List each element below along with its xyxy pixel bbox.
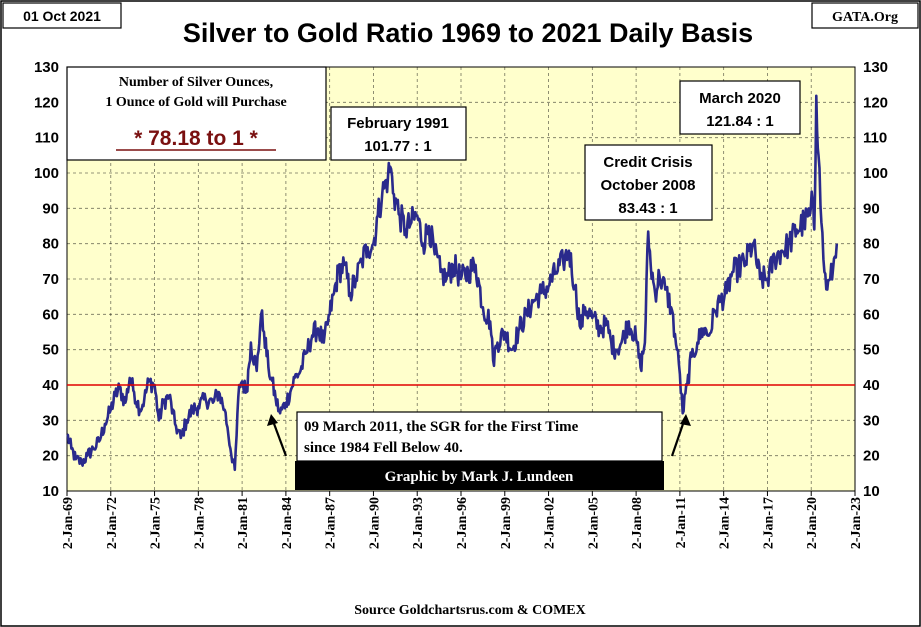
annotation-march-2011-line-1: 09 March 2011, the SGR for the First Tim… [304,419,579,435]
y-tick-label-right: 20 [863,448,880,465]
annotation-box-march-2020 [679,80,801,135]
series-line-silver-gold-ratio [66,94,839,472]
y-tick-label-left: 130 [34,59,59,76]
x-tick-label: 2-Jan-20 [805,497,820,549]
y-tick-label-right: 100 [863,165,888,182]
x-tick-label: 2-Jan-75 [149,497,164,549]
y-tick-label-right: 50 [863,342,880,359]
annotation-feb-1991-value: 101.77 : 1 [364,138,432,155]
x-tick-label: 2-Jan-72 [105,497,120,549]
chart-title: Silver to Gold Ratio 1969 to 2021 Daily … [183,18,753,48]
x-tick-label: 2-Jan-84 [280,497,295,549]
site-label: GATA.Org [832,10,898,25]
x-tick-label: 2-Jan-02 [543,497,558,549]
date-label: 01 Oct 2021 [23,8,101,24]
y-tick-label-left: 70 [42,271,59,288]
annotation-credit-crisis-date: October 2008 [600,177,695,194]
credit-text: Graphic by Mark J. Lundeen [385,469,574,485]
y-tick-label-left: 90 [42,200,59,217]
info-line-1: Number of Silver Ounces, [119,75,273,90]
y-tick-label-left: 10 [42,483,59,500]
x-tick-label: 2-Jan-05 [586,497,601,549]
y-tick-label-right: 80 [863,236,880,253]
ratio-value: * 78.18 to 1 * [134,127,259,150]
y-tick-label-right: 120 [863,94,888,111]
arrow-1984-icon [267,414,288,457]
annotation-credit-crisis-title: Credit Crisis [603,154,692,171]
annotation-box-march-2011 [296,411,663,462]
x-tick-label: 2-Jan-81 [236,497,251,549]
annotation-credit-crisis-value: 83.43 : 1 [618,200,677,217]
y-tick-label-left: 20 [42,448,59,465]
x-tick-label: 2-Jan-87 [324,497,339,549]
x-tick-label: 2-Jan-08 [630,497,645,549]
annotation-box-credit-crisis [584,144,713,221]
y-axis-left: 10 20 30 40 50 60 70 80 90 100 110 120 130 [34,59,59,500]
x-tick-label: 2-Jan-14 [718,497,733,549]
x-tick-label: 2-Jan-99 [499,497,514,549]
annotation-march-2020-value: 121.84 : 1 [706,113,774,130]
y-tick-label-right: 110 [863,130,887,147]
info-line-2: 1 Ounce of Gold will Purchase [105,95,286,110]
y-tick-label-right: 10 [863,483,880,500]
y-tick-label-right: 130 [863,59,888,76]
x-tick-label: 2-Jan-93 [411,497,426,549]
annotation-march-2020-title: March 2020 [699,90,781,107]
y-tick-label-left: 80 [42,236,59,253]
y-tick-label-right: 30 [863,412,880,429]
x-tick-label: 2-Jan-69 [61,497,76,549]
x-tick-label: 2-Jan-90 [367,497,382,549]
credit-banner [295,461,664,490]
y-tick-label-right: 60 [863,306,880,323]
x-tick-label: 2-Jan-11 [674,497,689,548]
x-tick-label: 2-Jan-23 [849,497,864,549]
y-tick-label-left: 120 [34,94,59,111]
site-box [811,2,919,29]
annotation-feb-1991-title: February 1991 [347,115,449,132]
y-tick-label-left: 50 [42,342,59,359]
x-axis: 2-Jan-69 2-Jan-72 2-Jan-75 2-Jan-78 2-Jan-81… [61,491,864,549]
arrow-2011-icon [670,414,691,457]
annotation-box-feb-1991 [330,106,467,161]
annotation-march-2011-line-2: since 1984 Fell Below 40. [304,440,463,456]
y-tick-label-right: 90 [863,200,880,217]
x-tick-label: 2-Jan-78 [192,497,207,549]
y-axis-right: 10 20 30 40 50 60 70 80 90 100 110 120 130 [863,59,888,500]
info-box [66,66,327,161]
y-tick-label-right: 40 [863,377,880,394]
y-tick-label-left: 40 [42,377,59,394]
y-tick-label-left: 100 [34,165,59,182]
y-tick-label-left: 110 [35,130,59,147]
x-tick-label: 2-Jan-96 [455,497,470,549]
y-tick-label-left: 60 [42,306,59,323]
source-text: Source Goldchartsrus.com & COMEX [354,603,586,618]
y-tick-label-left: 30 [42,412,59,429]
y-tick-label-right: 70 [863,271,880,288]
x-tick-label: 2-Jan-17 [761,497,776,549]
date-box [2,2,122,29]
